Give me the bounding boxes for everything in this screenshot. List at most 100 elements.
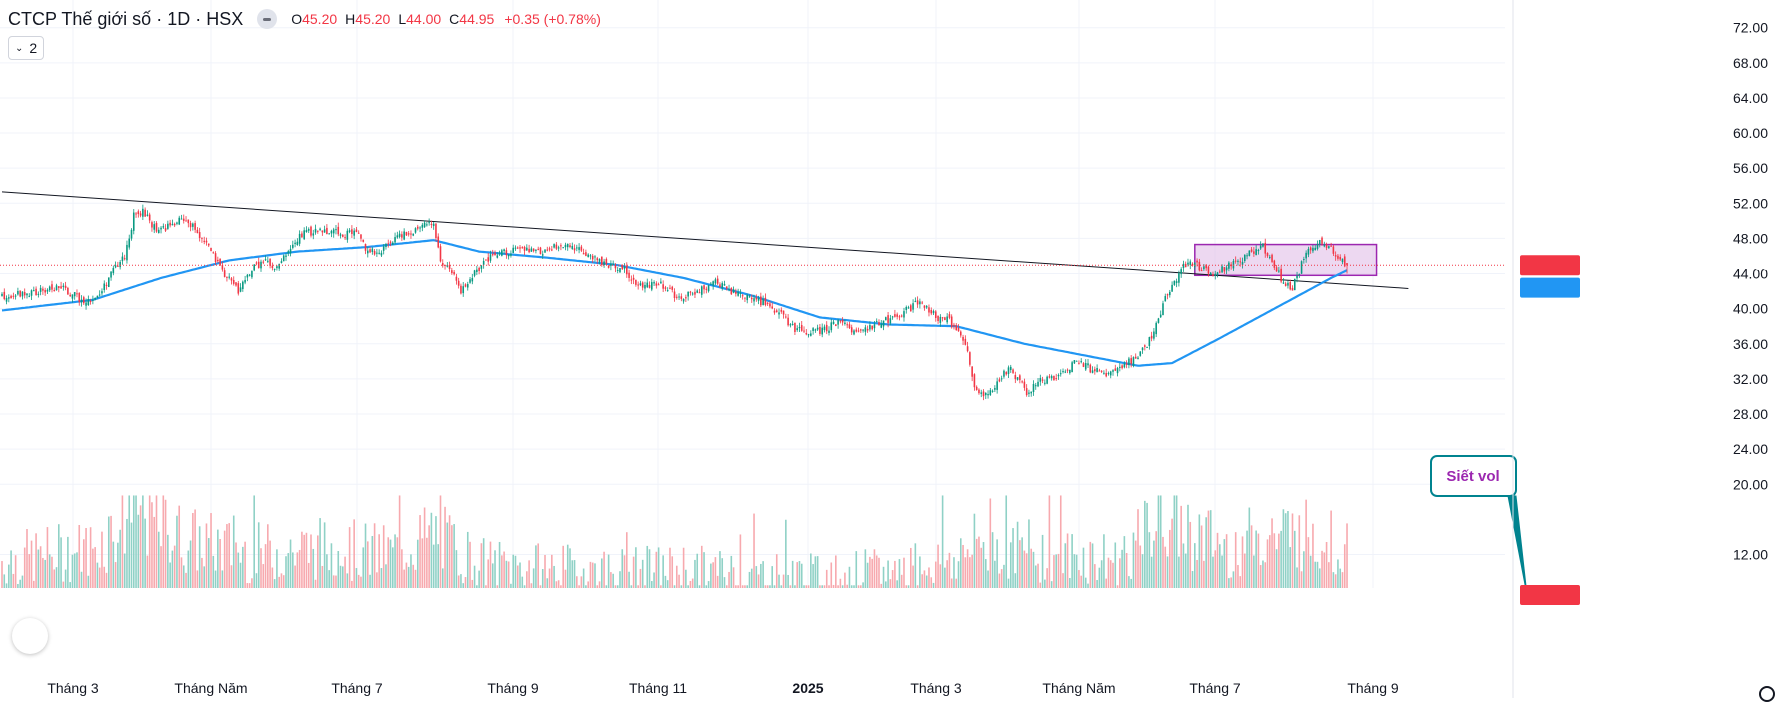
symbol-title[interactable]: CTCP Thế giới số · 1D · HSX — [8, 8, 244, 29]
candle-body — [478, 267, 480, 271]
volume-bar — [860, 585, 862, 588]
volume-bar — [444, 506, 446, 588]
candle-body — [807, 334, 810, 336]
volume-bar — [925, 575, 928, 588]
low-value: L44.00 — [398, 11, 442, 27]
volume-bar — [110, 515, 112, 588]
candle-body — [1200, 270, 1203, 272]
candle-body — [930, 310, 933, 314]
volume-bar — [303, 534, 305, 588]
volume-bar — [880, 583, 883, 588]
candle-body — [650, 282, 653, 290]
volume-bar — [37, 549, 40, 588]
candle-body — [1171, 284, 1173, 292]
volume-bar — [535, 545, 537, 588]
candle-body — [473, 270, 476, 276]
candle-body — [1243, 254, 1246, 261]
candle-body — [92, 299, 94, 301]
candle-body — [928, 307, 930, 313]
volume-bar — [1194, 543, 1196, 588]
candle-body — [1257, 249, 1260, 252]
time-tick-label: Tháng 7 — [331, 680, 383, 696]
gear-icon[interactable] — [1759, 686, 1775, 702]
tradingview-logo-icon[interactable] — [12, 618, 48, 654]
price-tick-label: 64.00 — [1733, 90, 1768, 106]
volume-bar — [1159, 495, 1162, 588]
candle-body — [344, 237, 346, 239]
candle-body — [1343, 256, 1346, 267]
volume-bar — [171, 550, 174, 588]
candle-body — [1089, 364, 1092, 373]
candle-body — [576, 247, 578, 249]
candle-body — [587, 254, 589, 257]
volume-bar — [1230, 577, 1232, 588]
volume-bar — [217, 529, 219, 588]
volume-bar — [1073, 554, 1076, 588]
volume-bar — [369, 574, 371, 588]
volume-bar — [903, 557, 905, 588]
candle-body — [691, 293, 694, 295]
candle-body — [332, 229, 335, 234]
volume-bar — [39, 546, 42, 588]
volume-bar — [1221, 555, 1223, 588]
candle-body — [841, 319, 844, 323]
candle-body — [694, 291, 696, 295]
indicators-toggle-button[interactable]: ⌄ 2 — [8, 36, 45, 60]
volume-bar — [864, 549, 867, 588]
volume-bar — [641, 559, 644, 588]
candle-body — [1273, 260, 1276, 268]
volume-bar — [848, 566, 851, 588]
candle-body — [439, 246, 442, 262]
candle-body — [646, 282, 649, 288]
time-axis[interactable]: Tháng 3 Tháng Năm Tháng 7 Tháng 9 Tháng 11 20… — [47, 680, 1399, 696]
candle-body — [46, 289, 49, 292]
volume-bar — [775, 554, 778, 588]
volume-bar — [675, 565, 678, 588]
ma-value-tag: 44.39 — [1735, 280, 1770, 296]
volume-bar — [948, 552, 951, 588]
volume-bar — [639, 568, 642, 588]
more-options-button[interactable] — [257, 9, 278, 29]
candle-body — [217, 259, 219, 262]
candle-body — [541, 254, 544, 256]
candle-body — [519, 247, 521, 249]
candle-body — [1225, 267, 1228, 271]
volume-bar — [1300, 571, 1303, 588]
candle-body — [739, 292, 742, 294]
candle-body — [448, 265, 451, 270]
trendline[interactable] — [1, 191, 1409, 289]
candle-body — [157, 229, 160, 234]
volume-bar — [1303, 551, 1305, 588]
candle-body — [294, 242, 296, 244]
candle-body — [639, 283, 642, 286]
candle-body — [782, 310, 785, 315]
price-axis[interactable]: 72.00 68.00 64.00 60.00 56.00 52.00 48.00 44.00… — [1512, 0, 1770, 698]
candle-body — [932, 310, 935, 314]
volume-bar — [76, 552, 78, 588]
candle-body — [64, 285, 67, 288]
candle-body — [228, 276, 230, 278]
volume-bar — [69, 582, 71, 588]
volume-bar — [1266, 539, 1269, 588]
candle-body — [103, 283, 106, 290]
volume-bar — [616, 585, 619, 588]
volume-bar — [1012, 528, 1014, 588]
candle-body — [389, 241, 392, 243]
candle-body — [85, 302, 87, 306]
candle-body — [875, 321, 878, 323]
candle-body — [539, 247, 542, 255]
candle-body — [830, 322, 833, 331]
volume-bar — [998, 573, 1001, 588]
volume-bar — [92, 548, 94, 588]
volume-bar — [151, 502, 153, 588]
candle-body — [357, 232, 360, 234]
candle-body — [380, 252, 383, 256]
candle-body — [376, 252, 378, 254]
candle-body — [8, 297, 10, 299]
volume-bar — [1037, 563, 1039, 588]
volume-bar — [939, 564, 942, 588]
volume-bar — [1005, 495, 1008, 588]
volume-bar — [678, 574, 680, 588]
candle-body — [1255, 249, 1257, 256]
